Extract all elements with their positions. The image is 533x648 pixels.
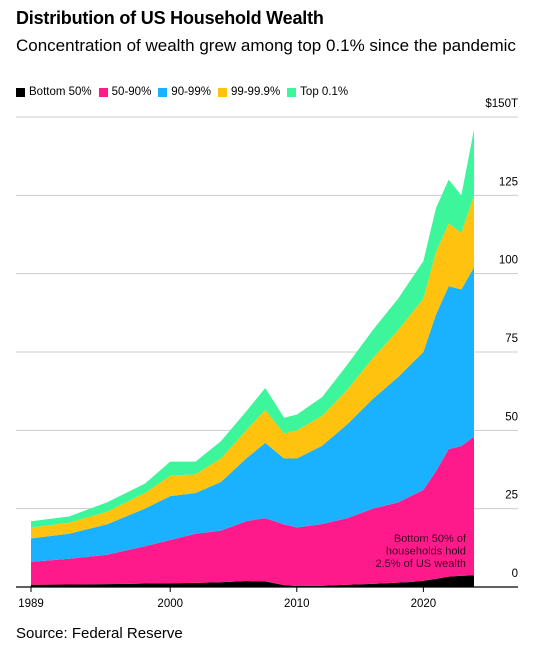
legend-label: 99-99.9% (230, 86, 281, 98)
chart-title: Distribution of US Household Wealth (16, 8, 324, 28)
chart-subtitle: Concentration of wealth grew among top 0… (16, 36, 516, 55)
y-tick-label: $150T (485, 98, 518, 110)
y-tick-label: 100 (499, 255, 518, 267)
legend-label: Bottom 50% (29, 86, 92, 98)
area-series (31, 129, 474, 587)
annotation-line: households hold (386, 546, 466, 558)
legend-swatch (158, 87, 168, 97)
area-99-99-9 (31, 195, 474, 539)
y-tick-label: 125 (499, 176, 518, 188)
legend-swatch (98, 87, 108, 97)
x-tick-label: 2010 (284, 598, 310, 610)
legend-label: 50-90% (111, 86, 152, 98)
x-axis (16, 586, 518, 592)
legend-item-99-99-9: 99-99.9% (217, 86, 281, 98)
legend-item-bottom-50: Bottom 50% (16, 86, 92, 98)
y-tick-label: 50 (505, 411, 518, 423)
legend-item-90-99: 90-99% (158, 86, 211, 98)
area-top-0-1 (31, 129, 474, 528)
y-axis-labels: 0 25 50 75 100 $150T 125 (485, 98, 518, 580)
x-tick-label: 1989 (18, 598, 44, 610)
legend-swatch (287, 87, 297, 97)
area-90-99 (31, 267, 474, 562)
y-tick-label: 25 (505, 490, 518, 502)
annotation-line: 2.5% of US wealth (376, 558, 467, 570)
legend-label: Top 0.1% (300, 86, 349, 98)
legend-label: 90-99% (171, 86, 211, 98)
legend-swatch (16, 87, 25, 97)
x-axis-labels: 1989 2000 2010 2020 (18, 598, 436, 610)
legend-item-top-0-1: Top 0.1% (287, 86, 348, 98)
legend-item-50-90: 50-90% (98, 86, 152, 98)
area-50-90 (31, 436, 474, 587)
x-tick-label: 2000 (157, 598, 183, 610)
legend: Bottom 50% 50-90% 90-99% 99-99.9% Top 0.… (16, 86, 355, 98)
source-note: Source: Federal Reserve (16, 625, 183, 642)
y-tick-label: 75 (505, 333, 518, 345)
x-tick-label: 2020 (411, 598, 437, 610)
area-bottom-50 (31, 575, 474, 587)
legend-swatch (217, 87, 227, 97)
annotation-line: Bottom 50% of (394, 533, 467, 545)
y-tick-label: 0 (512, 568, 518, 580)
